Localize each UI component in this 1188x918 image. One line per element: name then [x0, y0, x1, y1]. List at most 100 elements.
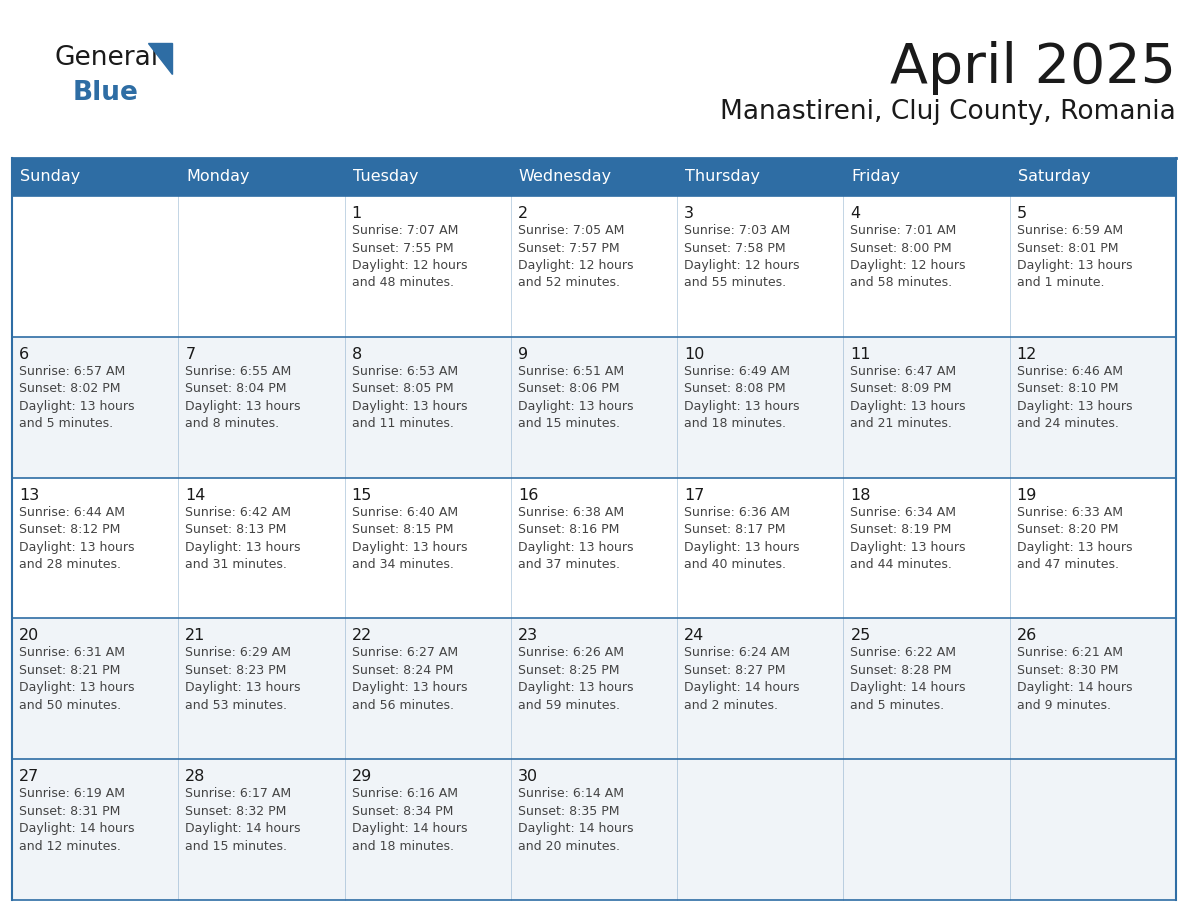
- Text: Sunday: Sunday: [20, 170, 81, 185]
- Bar: [1010, 619, 1176, 759]
- Text: Sunrise: 6:29 AM
Sunset: 8:23 PM
Daylight: 13 hours
and 53 minutes.: Sunrise: 6:29 AM Sunset: 8:23 PM Dayligh…: [185, 646, 301, 711]
- Text: Blue: Blue: [72, 80, 139, 106]
- Bar: [1010, 759, 1176, 900]
- Bar: [1010, 477, 1176, 619]
- Bar: [843, 619, 1010, 759]
- Text: 20: 20: [19, 629, 39, 644]
- Bar: [178, 619, 345, 759]
- Text: Manastireni, Cluj County, Romania: Manastireni, Cluj County, Romania: [720, 99, 1176, 125]
- Text: Sunrise: 6:34 AM
Sunset: 8:19 PM
Daylight: 13 hours
and 44 minutes.: Sunrise: 6:34 AM Sunset: 8:19 PM Dayligh…: [851, 506, 966, 571]
- Text: Monday: Monday: [187, 170, 249, 185]
- Text: 16: 16: [518, 487, 538, 502]
- Text: 14: 14: [185, 487, 206, 502]
- Text: 30: 30: [518, 769, 538, 784]
- Text: Sunrise: 6:36 AM
Sunset: 8:17 PM
Daylight: 13 hours
and 40 minutes.: Sunrise: 6:36 AM Sunset: 8:17 PM Dayligh…: [684, 506, 800, 571]
- Text: 15: 15: [352, 487, 372, 502]
- Bar: [12, 619, 178, 759]
- Text: Sunrise: 6:53 AM
Sunset: 8:05 PM
Daylight: 13 hours
and 11 minutes.: Sunrise: 6:53 AM Sunset: 8:05 PM Dayligh…: [352, 364, 467, 431]
- Bar: [345, 158, 511, 196]
- Text: 21: 21: [185, 629, 206, 644]
- Text: Sunrise: 6:31 AM
Sunset: 8:21 PM
Daylight: 13 hours
and 50 minutes.: Sunrise: 6:31 AM Sunset: 8:21 PM Dayligh…: [19, 646, 134, 711]
- Text: Saturday: Saturday: [1018, 170, 1091, 185]
- Text: Sunrise: 6:44 AM
Sunset: 8:12 PM
Daylight: 13 hours
and 28 minutes.: Sunrise: 6:44 AM Sunset: 8:12 PM Dayligh…: [19, 506, 134, 571]
- Text: Sunrise: 7:01 AM
Sunset: 8:00 PM
Daylight: 12 hours
and 58 minutes.: Sunrise: 7:01 AM Sunset: 8:00 PM Dayligh…: [851, 224, 966, 289]
- Text: 17: 17: [684, 487, 704, 502]
- Bar: [843, 759, 1010, 900]
- Text: Sunrise: 6:59 AM
Sunset: 8:01 PM
Daylight: 13 hours
and 1 minute.: Sunrise: 6:59 AM Sunset: 8:01 PM Dayligh…: [1017, 224, 1132, 289]
- Bar: [677, 337, 843, 477]
- Text: Sunrise: 7:03 AM
Sunset: 7:58 PM
Daylight: 12 hours
and 55 minutes.: Sunrise: 7:03 AM Sunset: 7:58 PM Dayligh…: [684, 224, 800, 289]
- Text: Sunrise: 6:17 AM
Sunset: 8:32 PM
Daylight: 14 hours
and 15 minutes.: Sunrise: 6:17 AM Sunset: 8:32 PM Dayligh…: [185, 788, 301, 853]
- Bar: [178, 477, 345, 619]
- Text: Sunrise: 6:47 AM
Sunset: 8:09 PM
Daylight: 13 hours
and 21 minutes.: Sunrise: 6:47 AM Sunset: 8:09 PM Dayligh…: [851, 364, 966, 431]
- Text: Sunrise: 6:38 AM
Sunset: 8:16 PM
Daylight: 13 hours
and 37 minutes.: Sunrise: 6:38 AM Sunset: 8:16 PM Dayligh…: [518, 506, 633, 571]
- Text: Sunrise: 6:55 AM
Sunset: 8:04 PM
Daylight: 13 hours
and 8 minutes.: Sunrise: 6:55 AM Sunset: 8:04 PM Dayligh…: [185, 364, 301, 431]
- Bar: [345, 759, 511, 900]
- Bar: [345, 477, 511, 619]
- Text: 9: 9: [518, 347, 527, 362]
- Text: 7: 7: [185, 347, 195, 362]
- Bar: [511, 196, 677, 337]
- Text: 24: 24: [684, 629, 704, 644]
- Text: 5: 5: [1017, 206, 1026, 221]
- Bar: [677, 619, 843, 759]
- Bar: [843, 337, 1010, 477]
- Bar: [12, 158, 178, 196]
- Text: 27: 27: [19, 769, 39, 784]
- Bar: [511, 759, 677, 900]
- Text: 4: 4: [851, 206, 860, 221]
- Text: Sunrise: 6:14 AM
Sunset: 8:35 PM
Daylight: 14 hours
and 20 minutes.: Sunrise: 6:14 AM Sunset: 8:35 PM Dayligh…: [518, 788, 633, 853]
- Bar: [345, 196, 511, 337]
- Text: Sunrise: 6:57 AM
Sunset: 8:02 PM
Daylight: 13 hours
and 5 minutes.: Sunrise: 6:57 AM Sunset: 8:02 PM Dayligh…: [19, 364, 134, 431]
- Bar: [1010, 196, 1176, 337]
- Text: Tuesday: Tuesday: [353, 170, 418, 185]
- Bar: [511, 337, 677, 477]
- Text: Sunrise: 6:21 AM
Sunset: 8:30 PM
Daylight: 14 hours
and 9 minutes.: Sunrise: 6:21 AM Sunset: 8:30 PM Dayligh…: [1017, 646, 1132, 711]
- Text: 12: 12: [1017, 347, 1037, 362]
- Text: 6: 6: [19, 347, 30, 362]
- Bar: [843, 477, 1010, 619]
- Bar: [1010, 158, 1176, 196]
- Text: Sunrise: 6:33 AM
Sunset: 8:20 PM
Daylight: 13 hours
and 47 minutes.: Sunrise: 6:33 AM Sunset: 8:20 PM Dayligh…: [1017, 506, 1132, 571]
- Polygon shape: [148, 43, 172, 74]
- Bar: [345, 337, 511, 477]
- Text: Sunrise: 6:42 AM
Sunset: 8:13 PM
Daylight: 13 hours
and 31 minutes.: Sunrise: 6:42 AM Sunset: 8:13 PM Dayligh…: [185, 506, 301, 571]
- Bar: [843, 196, 1010, 337]
- Text: Sunrise: 6:51 AM
Sunset: 8:06 PM
Daylight: 13 hours
and 15 minutes.: Sunrise: 6:51 AM Sunset: 8:06 PM Dayligh…: [518, 364, 633, 431]
- Text: Sunrise: 6:46 AM
Sunset: 8:10 PM
Daylight: 13 hours
and 24 minutes.: Sunrise: 6:46 AM Sunset: 8:10 PM Dayligh…: [1017, 364, 1132, 431]
- Text: Sunrise: 7:07 AM
Sunset: 7:55 PM
Daylight: 12 hours
and 48 minutes.: Sunrise: 7:07 AM Sunset: 7:55 PM Dayligh…: [352, 224, 467, 289]
- Bar: [677, 759, 843, 900]
- Bar: [12, 337, 178, 477]
- Bar: [178, 759, 345, 900]
- Text: Sunrise: 6:26 AM
Sunset: 8:25 PM
Daylight: 13 hours
and 59 minutes.: Sunrise: 6:26 AM Sunset: 8:25 PM Dayligh…: [518, 646, 633, 711]
- Text: 19: 19: [1017, 487, 1037, 502]
- Text: 22: 22: [352, 629, 372, 644]
- Text: Friday: Friday: [852, 170, 901, 185]
- Bar: [511, 158, 677, 196]
- Text: 29: 29: [352, 769, 372, 784]
- Text: April 2025: April 2025: [890, 41, 1176, 95]
- Bar: [12, 759, 178, 900]
- Bar: [677, 196, 843, 337]
- Text: 2: 2: [518, 206, 527, 221]
- Bar: [345, 619, 511, 759]
- Bar: [178, 196, 345, 337]
- Text: Sunrise: 6:16 AM
Sunset: 8:34 PM
Daylight: 14 hours
and 18 minutes.: Sunrise: 6:16 AM Sunset: 8:34 PM Dayligh…: [352, 788, 467, 853]
- Bar: [178, 337, 345, 477]
- Text: Wednesday: Wednesday: [519, 170, 612, 185]
- Bar: [12, 196, 178, 337]
- Text: 25: 25: [851, 629, 871, 644]
- Text: 18: 18: [851, 487, 871, 502]
- Text: 1: 1: [352, 206, 362, 221]
- Text: Sunrise: 6:22 AM
Sunset: 8:28 PM
Daylight: 14 hours
and 5 minutes.: Sunrise: 6:22 AM Sunset: 8:28 PM Dayligh…: [851, 646, 966, 711]
- Text: 10: 10: [684, 347, 704, 362]
- Text: 3: 3: [684, 206, 694, 221]
- Text: 28: 28: [185, 769, 206, 784]
- Text: Sunrise: 6:19 AM
Sunset: 8:31 PM
Daylight: 14 hours
and 12 minutes.: Sunrise: 6:19 AM Sunset: 8:31 PM Dayligh…: [19, 788, 134, 853]
- Text: 13: 13: [19, 487, 39, 502]
- Bar: [843, 158, 1010, 196]
- Text: Sunrise: 6:40 AM
Sunset: 8:15 PM
Daylight: 13 hours
and 34 minutes.: Sunrise: 6:40 AM Sunset: 8:15 PM Dayligh…: [352, 506, 467, 571]
- Text: Sunrise: 6:27 AM
Sunset: 8:24 PM
Daylight: 13 hours
and 56 minutes.: Sunrise: 6:27 AM Sunset: 8:24 PM Dayligh…: [352, 646, 467, 711]
- Bar: [12, 477, 178, 619]
- Text: 23: 23: [518, 629, 538, 644]
